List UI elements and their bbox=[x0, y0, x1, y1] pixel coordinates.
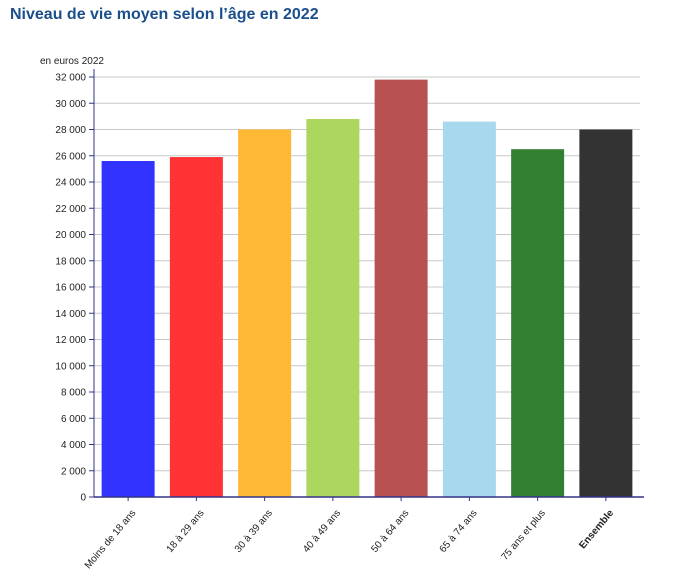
x-category-labels: Moins de 18 ans 18 à 29 ans 30 à 39 ans 40 … bbox=[83, 508, 617, 572]
y-tick-label: 6 000 bbox=[61, 414, 86, 425]
x-category-label: 18 à 29 ans bbox=[165, 508, 207, 555]
y-tick-label: 4 000 bbox=[61, 440, 86, 451]
bar bbox=[442, 121, 496, 497]
bar bbox=[169, 157, 223, 497]
x-category-label: 30 à 39 ans bbox=[233, 508, 275, 555]
y-tick-label: 12 000 bbox=[55, 335, 86, 346]
y-tick-label: 14 000 bbox=[55, 309, 86, 320]
bar bbox=[374, 79, 428, 497]
x-category-label: 65 à 74 ans bbox=[438, 508, 480, 555]
axes bbox=[89, 69, 644, 501]
y-tick-label: 24 000 bbox=[55, 178, 86, 189]
x-category-label: 75 ans et plus bbox=[499, 508, 547, 563]
y-tick-label: 28 000 bbox=[55, 125, 86, 136]
y-tick-label: 26 000 bbox=[55, 151, 86, 162]
bar bbox=[511, 149, 565, 497]
bar bbox=[306, 119, 360, 497]
x-category-label: Ensemble bbox=[577, 508, 616, 552]
bar bbox=[238, 129, 292, 497]
x-category-label: Moins de 18 ans bbox=[83, 508, 139, 571]
bar bbox=[101, 161, 155, 497]
y-tick-label: 32 000 bbox=[55, 73, 86, 84]
y-tick-label: 22 000 bbox=[55, 204, 86, 215]
bar bbox=[579, 129, 633, 497]
y-tick-label: 18 000 bbox=[55, 256, 86, 267]
y-tick-label: 16 000 bbox=[55, 283, 86, 294]
x-category-label: 40 à 49 ans bbox=[301, 508, 343, 555]
y-tick-label: 0 bbox=[80, 493, 86, 504]
y-axis-unit-label: en euros 2022 bbox=[40, 56, 104, 67]
x-category-label: 50 à 64 ans bbox=[369, 508, 411, 555]
bars bbox=[101, 79, 633, 497]
y-tick-label: 20 000 bbox=[55, 230, 86, 241]
chart-title: Niveau de vie moyen selon l’âge en 2022 bbox=[10, 6, 319, 23]
y-tick-label: 10 000 bbox=[55, 361, 86, 372]
y-tick-label: 30 000 bbox=[55, 99, 86, 110]
y-tick-label: 8 000 bbox=[61, 388, 86, 399]
y-tick-labels: 0 2 000 4 000 6 000 8 000 10 000 12 000 14 000 1… bbox=[55, 73, 86, 504]
y-tick-label: 2 000 bbox=[61, 466, 86, 477]
